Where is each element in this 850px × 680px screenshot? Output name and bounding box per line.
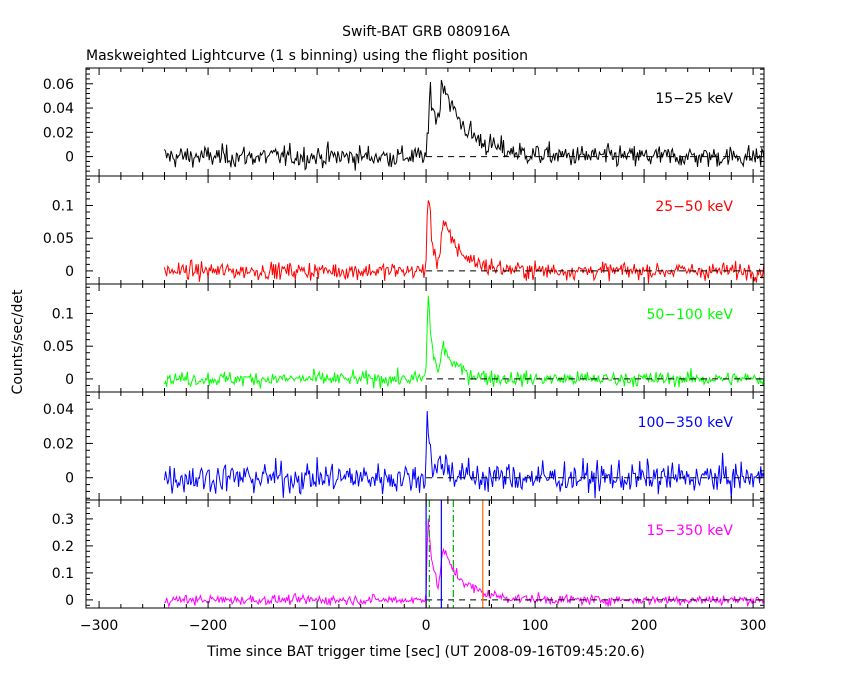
y-tick-label: 0 [65,471,74,487]
y-tick-label: 0.06 [43,77,74,93]
x-tick-label: −300 [80,618,118,634]
y-tick-label: 0.05 [43,339,74,355]
y-tick-label: 0 [65,372,74,388]
panel-3: 0 0.05 0.1 50−100 keV [43,283,765,393]
y-tick-label: 0.2 [52,539,74,555]
band-label: 100−350 keV [638,415,734,431]
x-tick-label: −200 [189,618,227,634]
y-tick-label: 0 [65,264,74,280]
lightcurve-series-3 [164,295,765,389]
y-axis-label: Counts/sec/det [10,289,26,394]
y-tick-label: 0 [65,593,74,609]
band-label: 50−100 keV [646,307,733,323]
band-label: 25−50 keV [655,199,733,215]
panel-4: 0 0.02 0.04 100−350 keV [43,391,765,501]
panel-frame [85,499,765,609]
panel-2: 0 0.05 0.1 25−50 keV [43,175,765,285]
x-tick-label: 100 [522,618,549,634]
y-tick-label: 0 [65,150,74,166]
panel-frame [85,67,765,177]
band-label: 15−350 keV [646,523,733,539]
panel-1: 0 0.02 0.04 0.06 15−25 keV [43,67,765,177]
y-tick-label: 0.3 [52,512,74,528]
y-tick-label: 0.1 [52,566,74,582]
lightcurve-series-5 [164,518,765,609]
y-tick-label: 0.02 [43,125,74,141]
panel-5: 0 0.1 0.2 0.3 15−350 keV [52,499,765,609]
x-tick-label: 200 [631,618,658,634]
band-label: 15−25 keV [655,91,733,107]
y-tick-label: 0.1 [52,198,74,214]
chart-subtitle: Maskweighted Lightcurve (1 s binning) us… [86,48,528,64]
lightcurve-series-1 [164,79,765,171]
chart-title: Swift-BAT GRB 080916A [342,24,510,40]
x-tick-label: 0 [422,618,431,634]
lightcurve-series-2 [163,200,765,284]
y-tick-label: 0.04 [43,402,74,418]
x-tick-label: 300 [740,618,767,634]
y-tick-label: 0.02 [43,436,74,452]
y-tick-label: 0.1 [52,306,74,322]
y-tick-label: 0.05 [43,231,74,247]
lightcurve-series-4 [163,411,765,499]
y-tick-label: 0.04 [43,101,74,117]
x-axis-label: Time since BAT trigger time [sec] (UT 20… [206,644,645,660]
x-tick-label: −100 [298,618,336,634]
